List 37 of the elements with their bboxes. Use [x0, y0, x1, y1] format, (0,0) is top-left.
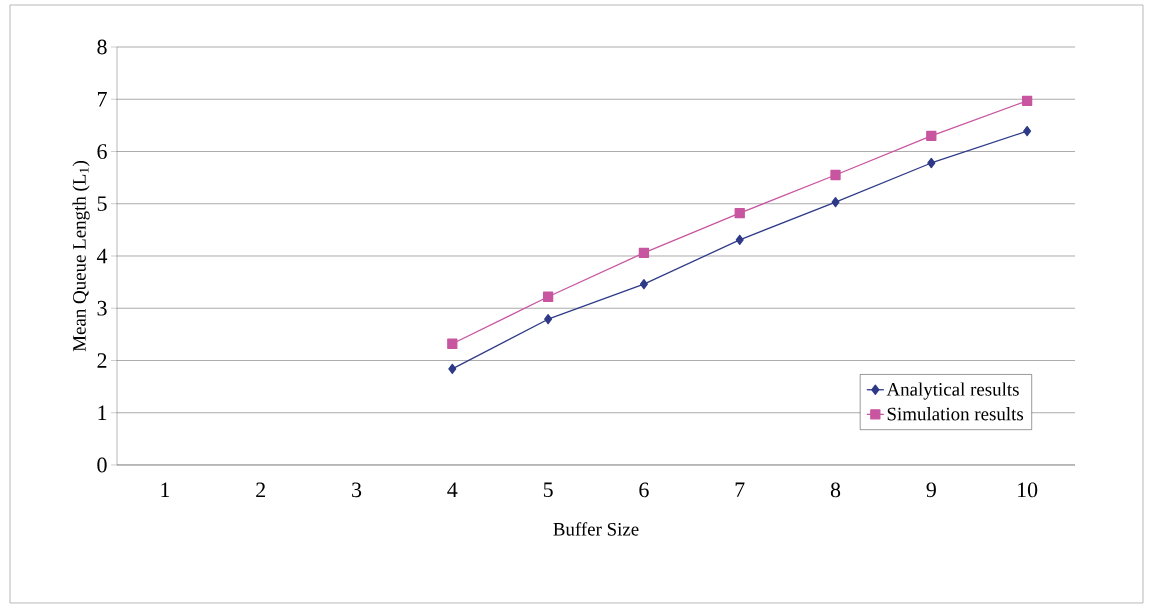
x-axis-title: Buffer Size — [553, 522, 639, 536]
y-tick-label: 7 — [97, 92, 107, 107]
x-tick-label: 8 — [830, 482, 841, 498]
point — [831, 197, 840, 208]
y-tick-label: 1 — [98, 405, 107, 420]
x-tick-label: 4 — [447, 482, 458, 497]
point — [542, 291, 554, 302]
legend-label: Analytical results — [886, 382, 1019, 400]
point — [1021, 95, 1033, 106]
y-tick-label: 6 — [97, 144, 107, 159]
point — [734, 208, 745, 219]
y-tick-label: 2 — [97, 353, 107, 368]
x-tick-label: 5 — [543, 482, 553, 498]
point — [927, 157, 936, 169]
x-tick-label: 1 — [161, 482, 170, 497]
y-tick-label: 0 — [97, 457, 107, 473]
x-tick-label: 6 — [639, 482, 649, 498]
point — [1023, 125, 1032, 137]
y-axis-title: Mean Queue Length (L$_{1}$) — [72, 161, 90, 352]
y-tick-label: 8 — [97, 39, 107, 55]
x-tick-label: 10 — [1018, 482, 1038, 498]
x-tick-label: 3 — [352, 482, 362, 498]
x-tick-label: 9 — [926, 482, 936, 498]
point — [639, 279, 648, 290]
y-tick-label: 4 — [96, 248, 108, 264]
point — [735, 234, 744, 245]
point — [638, 247, 650, 258]
point — [830, 169, 841, 181]
point — [544, 314, 553, 325]
y-tick-label: 3 — [97, 300, 107, 316]
point — [447, 338, 458, 349]
point — [926, 130, 937, 141]
y-tick-label: 5 — [97, 196, 107, 212]
x-tick-label: 2 — [256, 482, 265, 498]
point — [448, 363, 457, 374]
x-tick-label: 7 — [735, 482, 745, 497]
legend-label: Simulation results — [887, 407, 1024, 421]
